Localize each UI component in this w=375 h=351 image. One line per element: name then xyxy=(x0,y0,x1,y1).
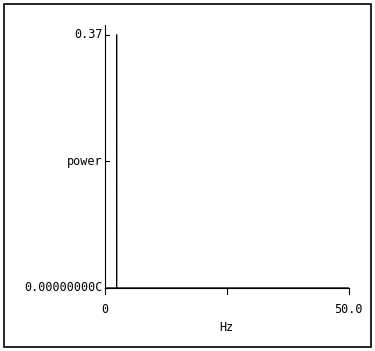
Text: 50.0: 50.0 xyxy=(334,303,363,316)
Text: 0: 0 xyxy=(101,303,109,316)
Text: Hz: Hz xyxy=(220,321,234,334)
Text: 0.37: 0.37 xyxy=(74,28,103,41)
Text: power: power xyxy=(67,155,103,168)
Text: 0.00000000C: 0.00000000C xyxy=(24,281,103,294)
